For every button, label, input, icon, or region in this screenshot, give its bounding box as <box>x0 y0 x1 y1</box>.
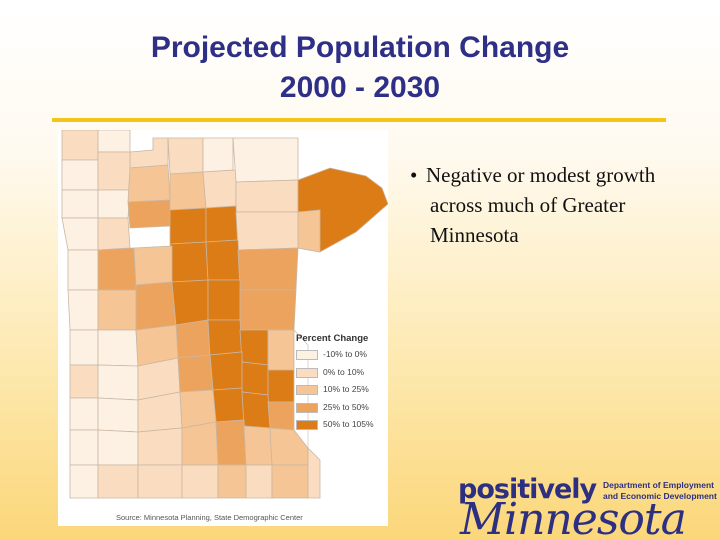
county <box>207 279 241 321</box>
county <box>202 137 234 173</box>
county <box>127 199 171 229</box>
county <box>97 217 131 251</box>
legend-item: 0% to 10% <box>296 366 386 379</box>
county <box>67 249 99 291</box>
title-divider <box>52 118 666 122</box>
legend-swatch <box>296 350 318 360</box>
county <box>97 151 131 191</box>
logo-main-word: Minnesota <box>460 494 687 540</box>
county <box>202 169 237 209</box>
county <box>61 189 99 219</box>
logo-department-line-2: and Economic Development <box>603 491 717 501</box>
county <box>133 245 173 286</box>
county <box>245 464 273 499</box>
positively-minnesota-logo: positively Minnesota Department of Emplo… <box>455 472 720 540</box>
logo-top-word: positively <box>458 474 597 505</box>
county <box>167 137 204 175</box>
county <box>243 425 273 466</box>
county <box>235 211 299 251</box>
county <box>307 447 321 499</box>
legend-item: 25% to 50% <box>296 401 386 414</box>
legend-item: 50% to 105% <box>296 419 386 431</box>
county <box>129 137 169 169</box>
county <box>61 217 99 251</box>
legend-item: -10% to 0% <box>296 349 386 361</box>
county <box>267 369 295 403</box>
county <box>135 281 177 331</box>
legend-item: 10% to 25% <box>296 384 386 396</box>
county <box>232 137 299 183</box>
county <box>97 329 139 367</box>
county <box>97 364 139 401</box>
county <box>97 397 139 433</box>
county <box>235 179 299 213</box>
bullet-marker: • <box>410 163 418 187</box>
county <box>217 464 247 499</box>
county <box>239 289 297 331</box>
legend-label: -10% to 0% <box>323 349 367 359</box>
county <box>169 207 207 245</box>
county <box>267 401 295 431</box>
county <box>69 429 99 466</box>
minnesota-county-map <box>61 130 388 499</box>
county <box>97 464 139 499</box>
county <box>179 389 217 429</box>
logo-department: Department of Employment and Economic De… <box>603 480 720 502</box>
logo-department-line-1: Department of Employment <box>603 480 714 490</box>
county <box>209 351 243 391</box>
county <box>241 391 271 429</box>
legend-swatch <box>296 402 318 413</box>
county <box>137 427 183 466</box>
legend-swatch <box>296 420 318 430</box>
minnesota-map-panel: Percent Change -10% to 0% 0% to 10% 10% to… <box>58 130 388 526</box>
county <box>237 247 299 291</box>
county <box>181 421 219 466</box>
title-line-2: 2000 - 2030 <box>279 71 441 104</box>
county <box>127 164 171 203</box>
county <box>97 289 137 331</box>
county <box>297 209 321 253</box>
county <box>267 329 295 371</box>
county <box>239 329 269 366</box>
county <box>205 205 239 243</box>
county <box>169 171 207 211</box>
legend-title: Percent Change <box>296 333 369 344</box>
county <box>175 319 211 359</box>
title-line-1: Projected Population Change <box>150 31 570 64</box>
map-source-note: Source: Minnesota Planning, State Demogr… <box>116 513 303 522</box>
county <box>69 464 99 499</box>
county <box>269 427 309 466</box>
county <box>97 189 131 219</box>
county <box>215 419 247 466</box>
bullet-text: Negative or modest growth across much of… <box>426 163 656 247</box>
legend-swatch <box>296 385 318 395</box>
county <box>271 464 309 499</box>
bullet-point: • Negative or modest growth across much … <box>410 160 710 250</box>
county <box>205 239 241 281</box>
legend-label: 10% to 25% <box>323 384 369 394</box>
county <box>181 464 219 499</box>
county <box>69 364 99 399</box>
county <box>61 159 99 191</box>
county <box>69 397 99 431</box>
county <box>212 387 245 423</box>
county <box>207 319 243 356</box>
county <box>137 464 183 499</box>
county <box>169 241 209 283</box>
county <box>61 130 99 161</box>
county <box>97 247 137 291</box>
county <box>171 279 209 326</box>
legend-label: 0% to 10% <box>323 366 365 377</box>
slide-title: Projected Population Change 2000 - 2030 <box>0 28 720 108</box>
county <box>97 130 131 153</box>
county <box>97 429 139 466</box>
legend-label: 25% to 50% <box>323 401 369 412</box>
legend-label: 50% to 105% <box>323 419 374 429</box>
county <box>67 289 99 331</box>
county <box>69 329 99 366</box>
county <box>177 354 214 393</box>
county <box>241 361 269 396</box>
legend-swatch <box>296 367 318 378</box>
